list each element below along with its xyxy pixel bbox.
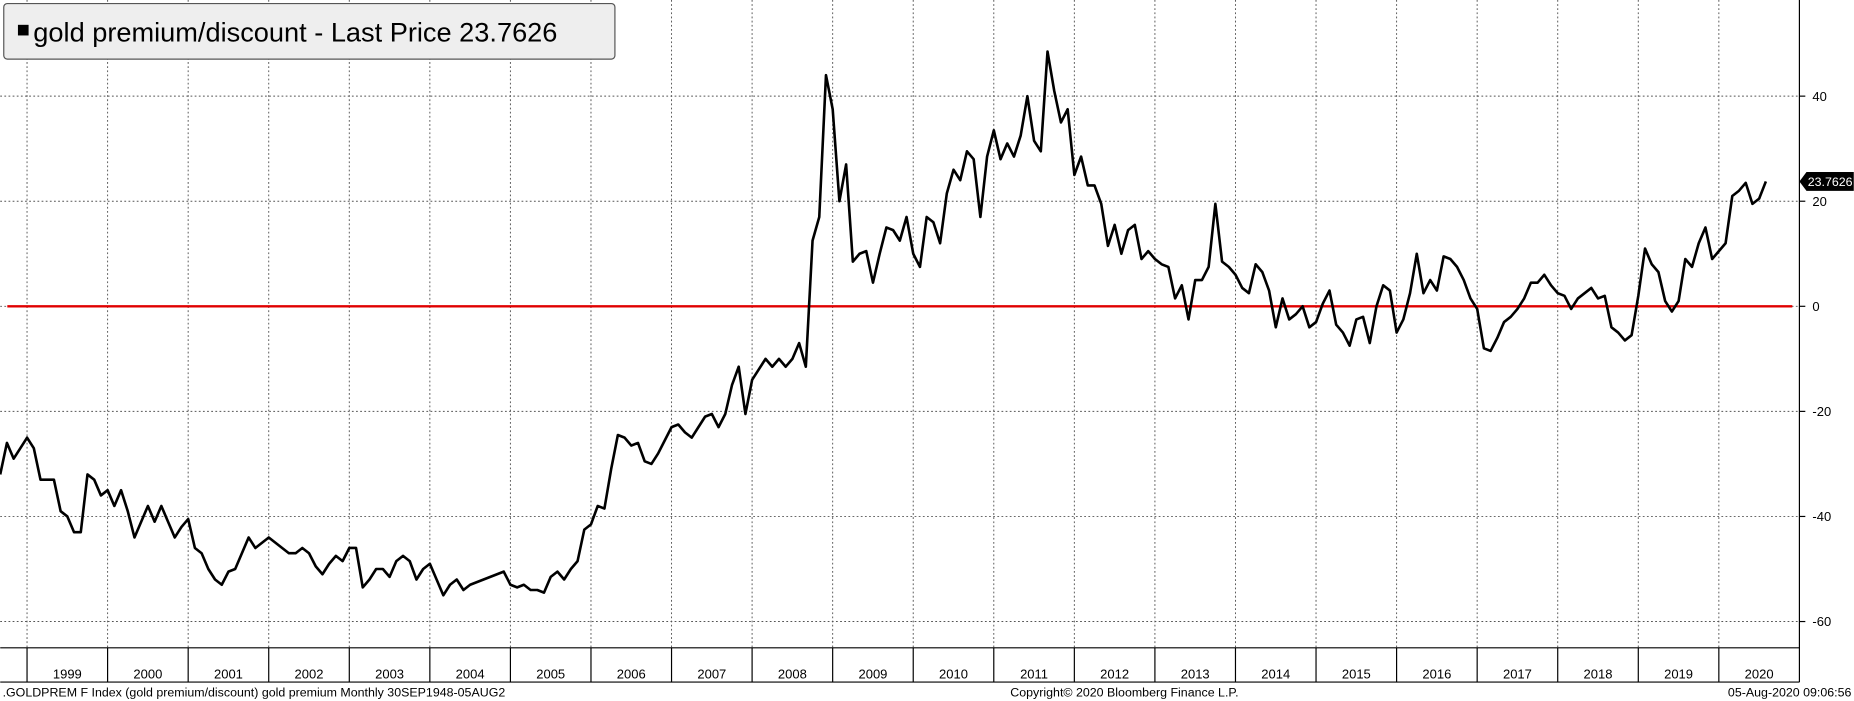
- footer-center: Copyright© 2020 Bloomberg Finance L.P.: [1010, 685, 1238, 699]
- x-tick-label: 2006: [617, 667, 646, 682]
- legend: gold premium/discount - Last Price 23.76…: [3, 2, 616, 60]
- x-tick-label: 2007: [697, 667, 726, 682]
- x-tick-label: 1999: [53, 667, 82, 682]
- x-tick-label: 2004: [456, 667, 485, 682]
- x-tick-label: 2008: [778, 667, 807, 682]
- y-tick-label: -60: [1812, 614, 1831, 629]
- y-tick-label: -40: [1812, 509, 1831, 524]
- x-tick-label: 2020: [1745, 667, 1774, 682]
- footer-left: .GOLDPREM F Index (gold premium/discount…: [3, 685, 506, 699]
- chart-title: gold premium/discount - Last Price 23.76…: [33, 16, 557, 47]
- last-price-box: [1799, 171, 1854, 191]
- x-tick-label: 2001: [214, 667, 243, 682]
- y-tick-label: 40: [1812, 89, 1826, 104]
- x-tick-label: 2003: [375, 667, 404, 682]
- x-tick-label: 2009: [858, 667, 887, 682]
- y-tick-label: 20: [1812, 194, 1826, 209]
- x-tick-label: 2002: [295, 667, 324, 682]
- x-tick-label: 2005: [536, 667, 565, 682]
- x-tick-label: 2015: [1342, 667, 1371, 682]
- x-tick-label: 2017: [1503, 667, 1532, 682]
- footer-right: 05-Aug-2020 09:06:56: [1728, 685, 1852, 699]
- x-tick-label: 2013: [1181, 667, 1210, 682]
- y-tick-label: 0: [1812, 299, 1819, 314]
- plot-area: 23.7626: [0, 50, 1854, 597]
- x-tick-label: 2016: [1422, 667, 1451, 682]
- x-tick-label: 2000: [133, 667, 162, 682]
- legend-swatch: [17, 24, 29, 36]
- y-tick-label: -20: [1812, 404, 1831, 419]
- data-line: [0, 50, 1768, 597]
- x-tick-label: 2011: [1020, 667, 1048, 682]
- legend-box: [3, 2, 616, 60]
- last-price-label: 23.7626: [1808, 175, 1853, 189]
- axes: [0, 0, 1800, 683]
- x-tick-label: 2018: [1584, 667, 1613, 682]
- x-tick-label: 2012: [1100, 667, 1129, 682]
- grid: 40 20 0 -20 -40 -60 1999 2000 2001 2002 2003 2004 20…: [0, 0, 1831, 683]
- x-tick-label: 2014: [1261, 667, 1290, 682]
- x-tick-label: 2010: [939, 667, 968, 682]
- x-tick-label: 2019: [1664, 667, 1693, 682]
